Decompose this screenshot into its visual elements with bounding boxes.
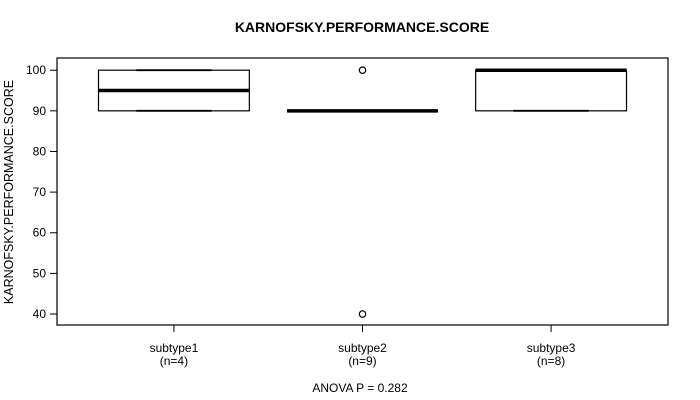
- box-subtype3: [475, 69, 628, 112]
- y-tick-label: 60: [33, 226, 47, 240]
- x-category-label-subtype2: subtype2: [338, 341, 387, 355]
- x-category-label-subtype1: subtype1: [150, 341, 199, 355]
- y-tick-label: 50: [33, 266, 47, 280]
- y-tick-label: 80: [33, 144, 47, 158]
- y-tick-label: 90: [33, 104, 47, 118]
- plot-layer: 100 90 80 70 60 50 40 subtype1(n=4) subtype2(n=9…: [26, 57, 669, 368]
- x-category-count-subtype1: (n=4): [160, 354, 188, 368]
- y-axis-label: KARNOFSKY.PERFORMANCE.SCORE: [2, 80, 16, 304]
- y-tick-label: 100: [26, 63, 46, 77]
- x-category-count-subtype2: (n=9): [348, 354, 376, 368]
- anova-p-annotation: ANOVA P = 0.282: [312, 381, 408, 395]
- y-tick-label: 70: [33, 185, 47, 199]
- x-category-count-subtype3: (n=8): [537, 354, 565, 368]
- y-tick-label: 40: [33, 307, 47, 321]
- x-category-label-subtype3: subtype3: [527, 341, 576, 355]
- outlier-subtype2-100: [358, 66, 367, 74]
- chart-title: KARNOFSKY.PERFORMANCE.SCORE: [235, 19, 489, 35]
- outlier-subtype2-40: [358, 310, 367, 318]
